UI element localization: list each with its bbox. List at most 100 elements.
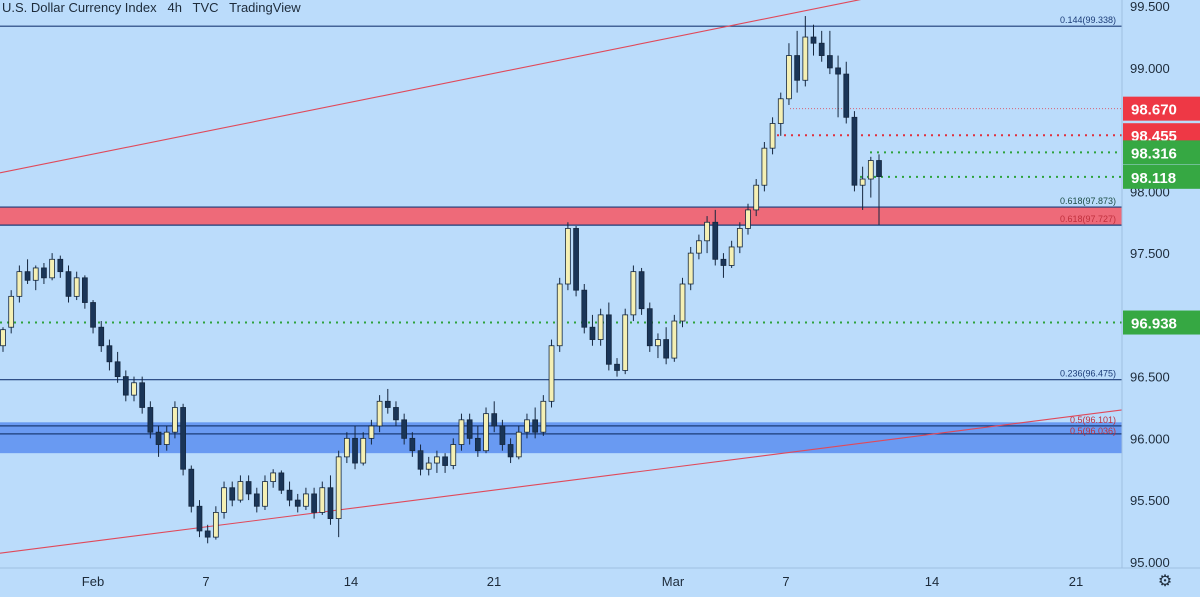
candle-body <box>589 326 596 340</box>
candle-body <box>401 419 408 439</box>
chart-title: U.S. Dollar Currency Index 4h TVC Tradin… <box>2 0 301 15</box>
candle-body <box>163 431 170 445</box>
candle-body <box>90 302 96 328</box>
candle-body <box>114 361 121 378</box>
candle-body <box>835 67 841 75</box>
candle-body <box>188 468 195 507</box>
candle-body <box>221 487 227 513</box>
candle-body <box>491 413 498 427</box>
candle-body <box>286 489 293 501</box>
candle-body <box>98 326 105 347</box>
candle-body <box>376 400 383 427</box>
candle-body <box>335 456 342 520</box>
candle-body <box>409 437 416 452</box>
candle-body <box>82 277 88 303</box>
candle-body <box>769 123 776 149</box>
trendline-lower <box>0 409 1123 554</box>
candle-body <box>49 258 55 279</box>
candle-body <box>16 271 23 297</box>
symbol-name: U.S. Dollar Currency Index <box>2 0 157 15</box>
candle-body <box>712 221 719 260</box>
x-tick-label: 7 <box>782 574 789 589</box>
candle-body <box>24 271 31 281</box>
candle-body <box>122 376 129 396</box>
y-tick-label: 96.000 <box>1130 431 1170 446</box>
x-tick-label: 21 <box>1069 574 1083 589</box>
candle-body <box>204 530 211 538</box>
resistance-zone <box>0 207 1122 226</box>
candle-body <box>303 493 309 507</box>
candle-body <box>442 456 448 466</box>
candle-body <box>556 283 563 347</box>
candle-body <box>597 314 604 340</box>
candle-body <box>663 339 669 359</box>
fib-level-label: 0.618(97.873) <box>1060 196 1116 206</box>
price-label: 98.670 <box>1131 102 1177 119</box>
candle-body <box>384 400 391 408</box>
gear-icon[interactable]: ⚙ <box>1157 573 1173 590</box>
candle-body <box>867 160 874 180</box>
fib-level-label: 0.5(96.036) <box>1070 426 1116 436</box>
fib-level-label: 0.618(97.727) <box>1060 214 1116 224</box>
candle-body <box>57 258 64 273</box>
candle-body <box>827 55 833 69</box>
candle-body <box>65 271 72 297</box>
candle-body <box>794 55 800 81</box>
candle-body <box>343 437 350 458</box>
x-tick-label: Feb <box>82 574 104 589</box>
platform-label: TradingView <box>229 0 301 15</box>
interval-label: 4h <box>167 0 182 15</box>
y-tick-label: 99.000 <box>1130 61 1170 76</box>
x-tick-label: Mar <box>662 574 685 589</box>
price-label-box <box>1123 140 1200 165</box>
candle-body <box>458 419 465 445</box>
candle-body <box>245 481 252 495</box>
candle-body <box>565 228 571 285</box>
candle-body <box>622 314 629 371</box>
price-label-box <box>1123 164 1200 189</box>
candle-body <box>172 407 178 433</box>
candle-body <box>327 487 334 520</box>
y-tick-label: 99.500 <box>1130 0 1170 14</box>
candle-body <box>638 271 645 310</box>
candle-body <box>859 178 866 186</box>
candle-body <box>540 400 547 433</box>
candle-body <box>32 267 39 281</box>
y-tick-label: 95.500 <box>1130 493 1170 508</box>
candle-body <box>270 472 277 482</box>
candle-body <box>393 407 399 421</box>
candle-body <box>818 42 825 56</box>
candle-body <box>8 295 15 328</box>
candle-body <box>761 147 768 186</box>
candle-body <box>605 314 612 365</box>
candle-body <box>736 228 743 248</box>
support-zone <box>0 422 1122 454</box>
candle-body <box>655 339 661 347</box>
candle-body <box>745 209 751 229</box>
candle-body <box>499 425 506 445</box>
x-tick-label: 21 <box>487 574 501 589</box>
candle-body <box>417 450 424 470</box>
candle-body <box>311 493 317 513</box>
candle-body <box>630 271 637 316</box>
candle-body <box>548 345 555 402</box>
candle-body <box>802 36 809 81</box>
candle-body <box>196 505 203 532</box>
candle-body <box>474 437 481 452</box>
candle-body <box>106 345 113 363</box>
y-tick-label: 95.000 <box>1130 555 1170 570</box>
price-label: 98.118 <box>1131 170 1176 187</box>
candle-body <box>180 407 186 470</box>
candle-body <box>0 329 6 347</box>
candle-body <box>573 228 579 291</box>
candle-body <box>876 160 882 177</box>
candle-body <box>704 221 710 242</box>
candle-body <box>213 512 219 538</box>
candle-body <box>41 267 47 279</box>
candle-body <box>319 487 326 513</box>
candle-body <box>155 431 162 445</box>
candle-body <box>581 289 588 328</box>
candle-body <box>507 444 514 458</box>
